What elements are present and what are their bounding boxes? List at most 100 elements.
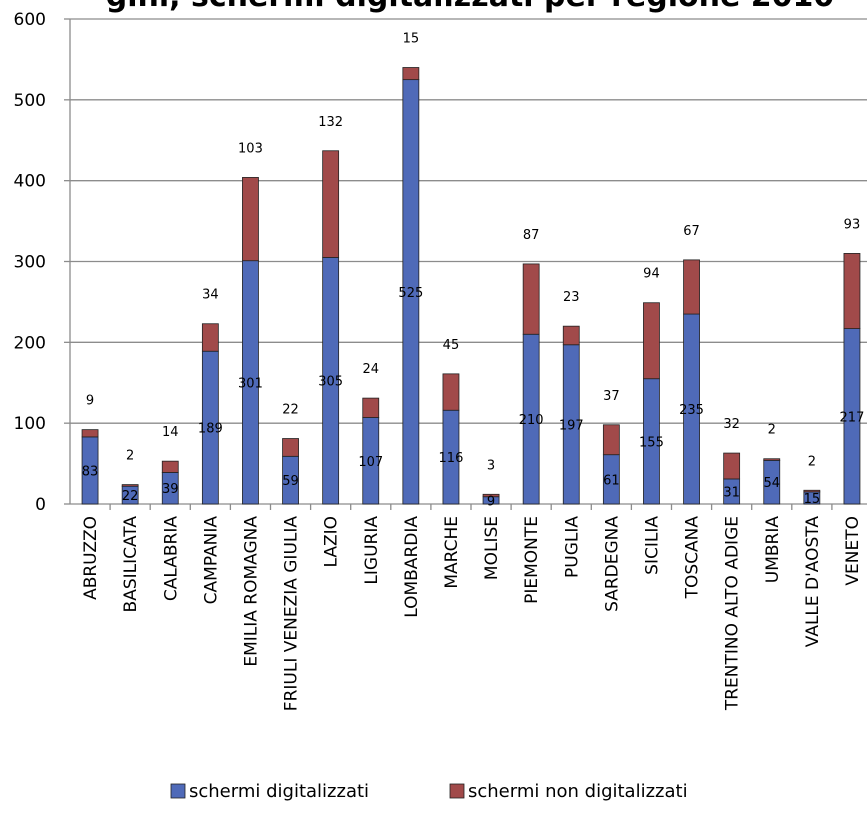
x-tick-label: CALABRIA bbox=[161, 516, 181, 601]
bar-non-digitalizzati bbox=[562, 325, 580, 346]
data-label-digitalizzati: 217 bbox=[840, 410, 865, 425]
bar-non-digitalizzati bbox=[201, 323, 219, 352]
data-label-digitalizzati: 235 bbox=[679, 403, 704, 418]
data-label-non-digitalizzati: 2 bbox=[808, 454, 816, 469]
x-tick-label: UMBRIA bbox=[763, 516, 783, 584]
x-tick-label: SARDEGNA bbox=[602, 516, 622, 612]
x-tick-label: PIEMONTE bbox=[522, 516, 542, 604]
y-tick-label: 400 bbox=[14, 172, 46, 192]
x-tick-label: TOSCANA bbox=[683, 516, 703, 600]
x-tick-label: MOLISE bbox=[482, 516, 502, 580]
bar-non-digitalizzati bbox=[121, 484, 139, 487]
data-label-digitalizzati: 116 bbox=[439, 451, 464, 466]
y-tick-label: 0 bbox=[35, 495, 46, 515]
data-label-non-digitalizzati: 87 bbox=[523, 228, 540, 243]
data-label-non-digitalizzati: 45 bbox=[443, 338, 460, 353]
bar-non-digitalizzati bbox=[242, 177, 259, 262]
data-label-digitalizzati: 61 bbox=[603, 473, 620, 488]
x-tick-label: LAZIO bbox=[322, 516, 342, 568]
legend-swatch bbox=[449, 783, 465, 799]
data-label-digitalizzati: 301 bbox=[238, 376, 263, 391]
bar-non-digitalizzati bbox=[322, 150, 340, 258]
y-tick-label: 500 bbox=[14, 91, 46, 111]
x-tick-label: LIGURIA bbox=[362, 516, 382, 585]
data-label-digitalizzati: 83 bbox=[82, 464, 99, 479]
data-label-non-digitalizzati: 14 bbox=[162, 425, 179, 440]
data-label-non-digitalizzati: 32 bbox=[723, 417, 740, 432]
data-label-non-digitalizzati: 23 bbox=[563, 290, 580, 305]
legend-label: schermi digitalizzati bbox=[189, 781, 369, 802]
bar-non-digitalizzati bbox=[362, 397, 380, 418]
data-label-non-digitalizzati: 93 bbox=[844, 217, 861, 232]
x-tick-label: FRIULI VENEZIA GIULIA bbox=[282, 516, 302, 712]
x-tick-label: SICILIA bbox=[642, 516, 662, 575]
bar-non-digitalizzati bbox=[763, 458, 781, 461]
x-tick-label: PUGLIA bbox=[562, 516, 582, 578]
x-tick-label: VENETO bbox=[843, 516, 863, 586]
data-label-non-digitalizzati: 15 bbox=[403, 32, 420, 47]
data-label-digitalizzati: 22 bbox=[122, 489, 139, 504]
data-label-non-digitalizzati: 3 bbox=[487, 458, 495, 473]
bar-non-digitalizzati bbox=[482, 493, 500, 498]
bar-non-digitalizzati bbox=[282, 438, 299, 457]
data-label-non-digitalizzati: 132 bbox=[318, 115, 343, 130]
bar-non-digitalizzati bbox=[683, 259, 700, 315]
x-tick-label: TRENTINO ALTO ADIGE bbox=[723, 516, 743, 711]
bar-non-digitalizzati bbox=[803, 489, 821, 493]
data-label-non-digitalizzati: 103 bbox=[238, 141, 263, 156]
data-label-non-digitalizzati: 67 bbox=[683, 224, 700, 239]
gridlines bbox=[70, 18, 867, 424]
data-label-digitalizzati: 39 bbox=[162, 482, 179, 497]
bar-non-digitalizzati bbox=[843, 253, 861, 329]
data-label-non-digitalizzati: 9 bbox=[86, 394, 94, 409]
bar-non-digitalizzati bbox=[81, 429, 99, 438]
data-label-digitalizzati: 54 bbox=[763, 476, 780, 491]
y-tick-label: 200 bbox=[14, 333, 46, 353]
data-label-non-digitalizzati: 24 bbox=[362, 362, 379, 377]
bar-non-digitalizzati bbox=[402, 67, 420, 81]
data-label-non-digitalizzati: 37 bbox=[603, 389, 620, 404]
x-tick-label: VALLE D'AOSTA bbox=[803, 516, 823, 648]
bar-non-digitalizzati bbox=[161, 460, 179, 473]
data-label-non-digitalizzati: 94 bbox=[643, 267, 660, 282]
x-tick-label: LOMBARDIA bbox=[402, 516, 422, 618]
bar-non-digitalizzati bbox=[643, 302, 660, 380]
data-label-digitalizzati: 31 bbox=[723, 485, 740, 500]
chart-title: gini, schermi digitalizzati per regione … bbox=[106, 0, 834, 14]
data-label-digitalizzati: 197 bbox=[559, 418, 584, 433]
x-tick-label: ABRUZZO bbox=[81, 516, 101, 600]
y-tick-label: 300 bbox=[14, 253, 46, 273]
y-tick-labels: 0 100 200 300 400 500 600 bbox=[14, 10, 46, 515]
data-label-digitalizzati: 155 bbox=[639, 435, 664, 450]
data-label-digitalizzati: 525 bbox=[398, 286, 423, 301]
data-label-non-digitalizzati: 2 bbox=[126, 449, 134, 464]
bars bbox=[81, 67, 861, 505]
data-label-digitalizzati: 210 bbox=[519, 413, 544, 428]
data-label-non-digitalizzati: 34 bbox=[202, 288, 219, 303]
data-label-non-digitalizzati: 22 bbox=[282, 403, 299, 418]
bar-non-digitalizzati bbox=[723, 452, 741, 480]
data-label-non-digitalizzati: 2 bbox=[768, 423, 776, 438]
legend-label: schermi non digitalizzati bbox=[468, 781, 688, 802]
data-label-digitalizzati: 15 bbox=[804, 492, 821, 507]
y-tick-label: 100 bbox=[14, 414, 46, 434]
bar-non-digitalizzati bbox=[442, 373, 460, 411]
y-tick-label: 600 bbox=[14, 10, 46, 30]
x-tick-label: BASILICATA bbox=[121, 516, 141, 613]
data-label-digitalizzati: 59 bbox=[282, 474, 299, 489]
data-label-digitalizzati: 9 bbox=[487, 494, 495, 509]
x-tick-label: EMILIA ROMAGNA bbox=[241, 516, 261, 667]
data-label-digitalizzati: 107 bbox=[358, 455, 383, 470]
bar-non-digitalizzati bbox=[602, 424, 620, 456]
data-label-digitalizzati: 305 bbox=[318, 375, 343, 390]
x-tick-label: MARCHE bbox=[442, 516, 462, 589]
legend-swatch bbox=[170, 783, 186, 799]
x-tick-labels: ABRUZZO BASILICATA CALABRIA CAMPANIA EMILIA … bbox=[81, 516, 863, 712]
data-label-digitalizzati: 189 bbox=[198, 422, 223, 437]
x-tick-label: CAMPANIA bbox=[201, 516, 221, 605]
legend: schermi digitalizzati schermi non digital… bbox=[170, 781, 688, 802]
bar-non-digitalizzati bbox=[522, 263, 540, 335]
axes bbox=[64, 18, 867, 510]
